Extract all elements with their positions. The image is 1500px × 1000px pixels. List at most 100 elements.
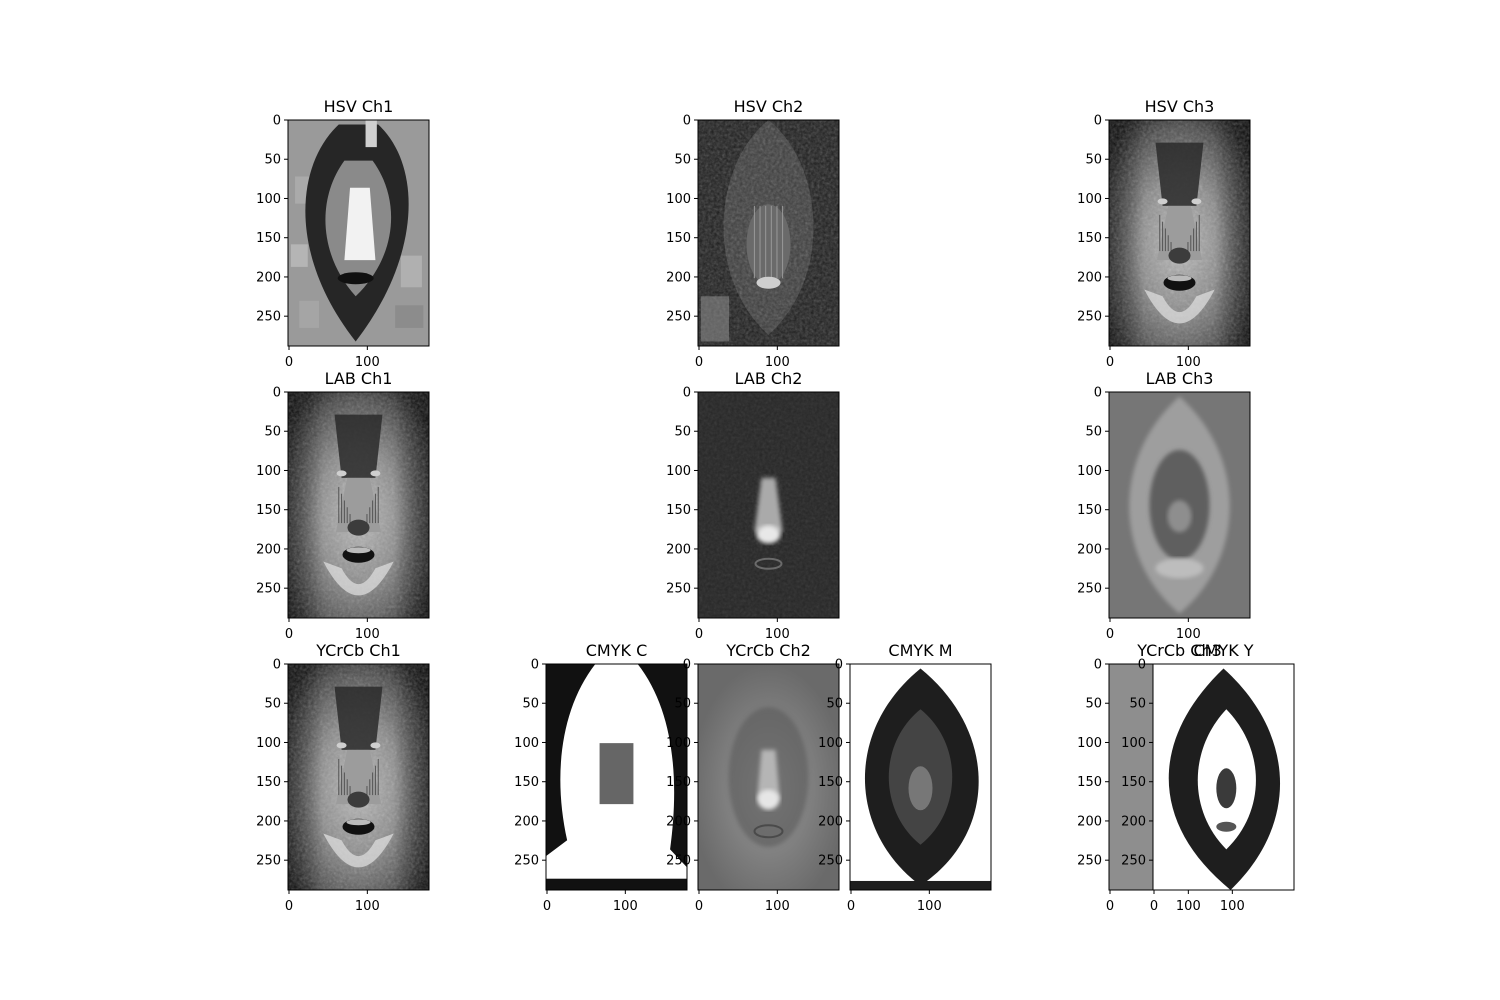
y-tick-label: 0 — [531, 658, 539, 673]
y-tick-label: 150 — [514, 775, 539, 790]
subplot-2: HSV Ch3 0 50 100 150 200 250 0 100 — [1077, 97, 1251, 370]
y-tick-label: 250 — [818, 854, 843, 869]
y-tick-label: 50 — [674, 153, 691, 168]
image-panel — [698, 120, 839, 346]
subplot-title: LAB Ch3 — [1146, 369, 1214, 388]
subplot-4: LAB Ch2 0 50 100 150 200 250 0 100 — [666, 369, 840, 642]
axes-frame — [545, 663, 688, 891]
subplot-title: CMYK Y — [1193, 641, 1253, 660]
y-tick-label: 150 — [666, 503, 691, 518]
y-tick-label: 250 — [514, 854, 539, 869]
y-tick-label: 200 — [666, 542, 691, 557]
x-tick-label: 100 — [613, 899, 638, 914]
y-tick-label: 100 — [256, 464, 281, 479]
y-tick-label: 0 — [683, 658, 691, 673]
x-tick-label: 0 — [695, 627, 703, 642]
axes-frame — [1152, 663, 1295, 891]
x-tick-label: 100 — [765, 355, 790, 370]
y-tick-label: 0 — [1138, 658, 1146, 673]
subplot-title: LAB Ch1 — [325, 369, 393, 388]
y-tick-label: 150 — [818, 775, 843, 790]
subplot-title: CMYK C — [586, 641, 648, 660]
y-tick-label: 0 — [1094, 386, 1102, 401]
x-tick-label: 100 — [765, 627, 790, 642]
axes-frame — [1108, 119, 1251, 347]
y-tick-label: 100 — [256, 192, 281, 207]
y-tick-label: 250 — [1077, 310, 1102, 325]
y-tick-label: 50 — [1085, 425, 1102, 440]
y-tick-label: 150 — [256, 775, 281, 790]
subplot-5: LAB Ch3 0 50 100 150 200 250 0 100 — [1077, 369, 1251, 642]
image-panel — [288, 664, 429, 890]
x-tick-label: 100 — [765, 899, 790, 914]
y-tick-label: 0 — [273, 386, 281, 401]
x-tick-label: 100 — [1176, 355, 1201, 370]
y-tick-label: 50 — [1085, 697, 1102, 712]
subplot-title: YCrCb Ch1 — [315, 641, 401, 660]
subplot-title: YCrCb Ch3 — [1136, 641, 1222, 660]
y-tick-label: 150 — [1077, 503, 1102, 518]
x-tick-label: 0 — [543, 899, 551, 914]
y-tick-label: 100 — [1077, 464, 1102, 479]
x-tick-label: 0 — [695, 355, 703, 370]
x-tick-label: 0 — [1106, 627, 1114, 642]
x-tick-label: 0 — [285, 355, 293, 370]
y-tick-label: 50 — [264, 153, 281, 168]
y-tick-label: 0 — [683, 386, 691, 401]
x-tick-label: 100 — [355, 627, 380, 642]
subplot-9: CMYK M 0 50 100 150 200 250 0 100 — [818, 641, 992, 914]
x-tick-label: 100 — [355, 899, 380, 914]
y-tick-label: 50 — [826, 697, 843, 712]
axes-frame — [287, 119, 430, 347]
y-tick-label: 200 — [1077, 814, 1102, 829]
y-tick-label: 250 — [1121, 854, 1146, 869]
y-tick-label: 100 — [666, 192, 691, 207]
y-tick-label: 200 — [256, 542, 281, 557]
image-panel — [546, 664, 687, 890]
y-tick-label: 50 — [522, 697, 539, 712]
y-tick-label: 150 — [1077, 231, 1102, 246]
image-panel — [698, 392, 839, 618]
y-tick-label: 0 — [1094, 114, 1102, 129]
y-tick-label: 50 — [674, 697, 691, 712]
y-tick-label: 0 — [835, 658, 843, 673]
y-tick-label: 150 — [666, 231, 691, 246]
subplot-6: YCrCb Ch1 0 50 100 150 200 250 0 100 — [256, 641, 430, 914]
subplot-3: LAB Ch1 0 50 100 150 200 250 0 100 — [256, 369, 430, 642]
y-tick-label: 250 — [1077, 854, 1102, 869]
y-tick-label: 150 — [1121, 775, 1146, 790]
y-tick-label: 100 — [666, 464, 691, 479]
subplot-1: HSV Ch2 0 50 100 150 200 250 0 100 — [666, 97, 840, 370]
x-tick-label: 0 — [1106, 355, 1114, 370]
y-tick-label: 0 — [683, 114, 691, 129]
subplot-8: YCrCb Ch2 0 50 100 150 200 250 0 100 — [666, 641, 840, 914]
x-tick-label: 0 — [285, 899, 293, 914]
y-tick-label: 250 — [256, 582, 281, 597]
image-panel — [1109, 120, 1250, 346]
y-tick-label: 200 — [1121, 814, 1146, 829]
y-tick-label: 250 — [666, 582, 691, 597]
y-tick-label: 100 — [1077, 192, 1102, 207]
y-tick-label: 250 — [256, 310, 281, 325]
image-panel — [698, 664, 839, 890]
axes-frame — [1108, 391, 1251, 619]
x-tick-label: 100 — [917, 899, 942, 914]
y-tick-label: 150 — [666, 775, 691, 790]
y-tick-label: 0 — [273, 114, 281, 129]
x-tick-label: 0 — [285, 627, 293, 642]
y-tick-label: 250 — [1077, 582, 1102, 597]
y-tick-label: 50 — [1129, 697, 1146, 712]
subplot-title: HSV Ch3 — [1145, 97, 1215, 116]
y-tick-label: 100 — [818, 736, 843, 751]
y-tick-label: 0 — [273, 658, 281, 673]
y-tick-label: 200 — [1077, 270, 1102, 285]
y-tick-label: 50 — [264, 697, 281, 712]
y-tick-label: 50 — [674, 425, 691, 440]
image-panel — [288, 392, 429, 618]
axes-frame — [849, 663, 992, 891]
y-tick-label: 200 — [514, 814, 539, 829]
x-tick-label: 100 — [1176, 899, 1201, 914]
x-tick-label: 0 — [847, 899, 855, 914]
y-tick-label: 100 — [666, 736, 691, 751]
